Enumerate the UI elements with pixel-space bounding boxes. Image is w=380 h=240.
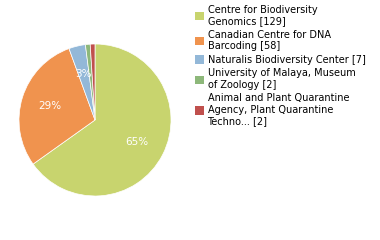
Wedge shape (33, 44, 171, 196)
Wedge shape (19, 48, 95, 164)
Wedge shape (69, 45, 95, 120)
Wedge shape (90, 44, 95, 120)
Text: 3%: 3% (76, 69, 92, 79)
Text: 65%: 65% (125, 137, 149, 147)
Text: 29%: 29% (38, 101, 62, 111)
Legend: Centre for Biodiversity
Genomics [129], Canadian Centre for DNA
Barcoding [58], : Centre for Biodiversity Genomics [129], … (195, 5, 366, 126)
Wedge shape (86, 44, 95, 120)
